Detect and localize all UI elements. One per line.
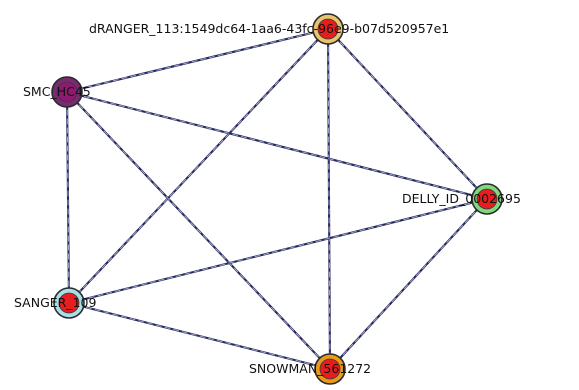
node-label-dranger: dRANGER_113:1549dc64-1aa6-43fc-96e9-b07d… [89,21,449,36]
node-label-snowman: SNOWMAN_561272 [249,361,371,376]
edge-line [328,197,489,371]
node-dranger[interactable] [312,13,344,45]
edge-highlight [68,28,329,304]
labels-layer: dRANGER_113:1549dc64-1aa6-43fc-96e9-b07d… [14,21,521,376]
edge-highlight [329,198,488,370]
edge-smc-sanger [65,90,71,305]
edge-dranger-snowman [326,27,332,371]
nodes-layer [51,13,503,385]
node-snowman[interactable] [314,353,346,385]
node-inner-dot [476,188,498,210]
node-label-sanger: SANGER_109 [14,295,96,310]
edge-highlight [68,198,488,304]
node-label-delly: DELLY_ID_0002695 [402,191,521,206]
edge-sanger-snowman [67,301,332,371]
edge-highlight [66,28,329,93]
node-inner-dot [317,18,339,40]
edge-highlight [66,91,488,200]
node-inner-dot [58,292,80,314]
edge-highlight [327,28,331,370]
node-delly[interactable] [471,183,503,215]
edge-delly-snowman [328,197,489,371]
node-label-smc: SMC_HC45 [23,84,91,99]
edge-delly-sanger [67,197,489,305]
edge-dranger-smc [65,27,330,94]
edges-layer [65,27,489,371]
edge-smc-delly [65,90,489,201]
edge-dranger-delly [326,27,489,201]
node-inner-dot [56,81,78,103]
edge-highlight [68,302,331,370]
edge-smc-snowman [65,90,332,371]
edge-dranger-sanger [67,27,330,305]
edge-highlight [327,28,488,200]
edge-highlight [66,91,331,370]
node-sanger[interactable] [53,287,85,319]
edge-highlight [66,91,70,304]
node-inner-dot [319,358,341,380]
node-smc[interactable] [51,76,83,108]
